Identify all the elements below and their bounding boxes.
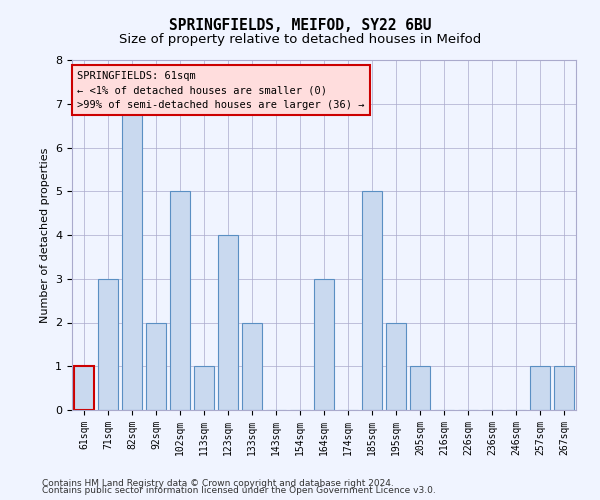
Bar	[146, 322, 166, 410]
Bar	[218, 235, 238, 410]
Bar	[530, 366, 550, 410]
Bar	[242, 322, 262, 410]
Bar	[554, 366, 574, 410]
Bar	[314, 279, 334, 410]
Y-axis label: Number of detached properties: Number of detached properties	[40, 148, 50, 322]
Bar	[98, 279, 118, 410]
Text: SPRINGFIELDS, MEIFOD, SY22 6BU: SPRINGFIELDS, MEIFOD, SY22 6BU	[169, 18, 431, 32]
Bar	[362, 191, 382, 410]
Text: Size of property relative to detached houses in Meifod: Size of property relative to detached ho…	[119, 32, 481, 46]
Bar	[170, 191, 190, 410]
Text: Contains HM Land Registry data © Crown copyright and database right 2024.: Contains HM Land Registry data © Crown c…	[42, 478, 394, 488]
Text: SPRINGFIELDS: 61sqm
← <1% of detached houses are smaller (0)
>99% of semi-detach: SPRINGFIELDS: 61sqm ← <1% of detached ho…	[77, 70, 365, 110]
Bar	[122, 104, 142, 410]
Bar	[194, 366, 214, 410]
Bar	[410, 366, 430, 410]
Text: Contains public sector information licensed under the Open Government Licence v3: Contains public sector information licen…	[42, 486, 436, 495]
Bar	[74, 366, 94, 410]
Bar	[386, 322, 406, 410]
